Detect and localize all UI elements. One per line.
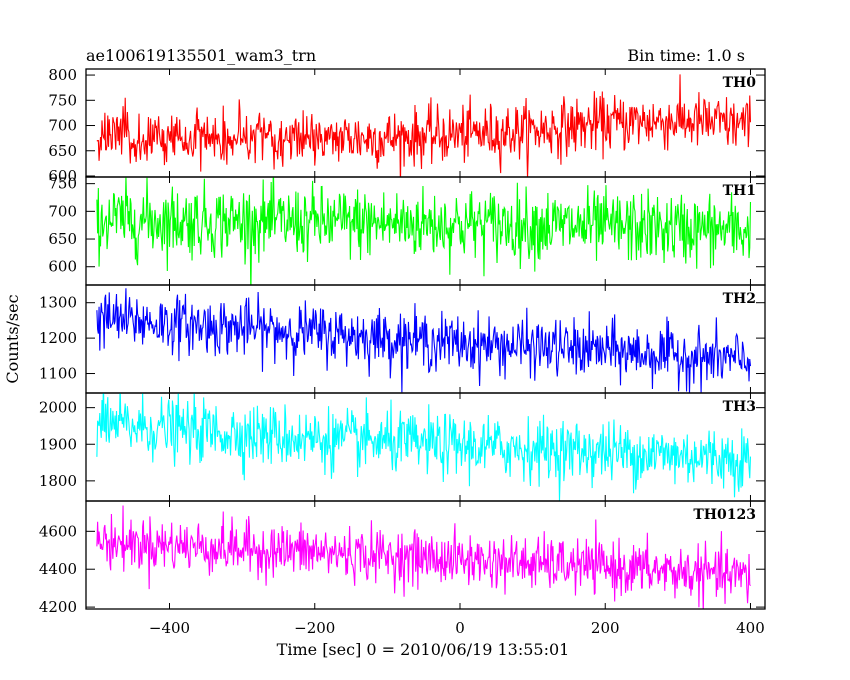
series-line-th1 — [96, 177, 752, 285]
y-tick-label: 4600 — [39, 522, 77, 540]
panel-group: 600 650 700 750 800 TH0 600 650 700 750 TH1 1100 120… — [39, 66, 766, 637]
series-line-th0123 — [96, 505, 751, 609]
y-tick-label: 1300 — [39, 294, 77, 312]
y-tick-label: 1900 — [39, 435, 77, 453]
panel-label: TH0123 — [693, 507, 756, 523]
y-tick-label: 700 — [48, 117, 77, 135]
series-line-th2 — [96, 288, 752, 393]
y-tick-label: 600 — [48, 258, 77, 276]
y-tick-label: 1100 — [39, 365, 77, 383]
panel-label: TH3 — [723, 399, 756, 415]
x-tick-label: −200 — [294, 619, 335, 637]
y-tick-label: 800 — [48, 66, 77, 84]
x-tick-label: −400 — [149, 619, 190, 637]
y-tick-label: 650 — [48, 230, 77, 248]
y-tick-label: 1200 — [39, 329, 77, 347]
series-line-th0 — [96, 74, 752, 177]
panel-label: TH2 — [723, 291, 756, 307]
bin-time-label: Bin time: 1.0 s — [627, 46, 745, 65]
panel-label: TH0 — [723, 75, 757, 91]
y-tick-label: 1800 — [39, 472, 77, 490]
panel-th2: 1100 1200 1300 TH2 — [39, 284, 766, 394]
panel-th0123: 4200 4400 4600 TH0123 — [39, 500, 766, 616]
y-tick-label: 600 — [48, 167, 77, 185]
x-tick-label: 200 — [591, 619, 620, 637]
y-tick-label: 4400 — [39, 560, 77, 578]
x-axis-label: Time [sec] 0 = 2010/06/19 13:55:01 — [277, 640, 570, 659]
y-tick-label: 4200 — [39, 598, 77, 616]
y-tick-label: 750 — [48, 91, 77, 109]
chart-title: ae100619135501_wam3_trn — [86, 46, 316, 65]
y-tick-label: 650 — [48, 142, 77, 160]
panel-th3: 1800 1900 2000 TH3 — [39, 392, 766, 502]
y-tick-label: 700 — [48, 202, 77, 220]
y-axis-label: Counts/sec — [3, 294, 22, 383]
y-tick-label: 2000 — [39, 399, 77, 417]
panel-th1: 600 650 700 750 TH1 — [48, 175, 766, 286]
x-tick-label: 0 — [455, 619, 465, 637]
series-line-th3 — [96, 393, 752, 501]
x-tick-label: 400 — [736, 619, 765, 637]
panel-th0: 600 650 700 750 800 TH0 — [48, 66, 766, 185]
panel-label: TH1 — [723, 183, 756, 199]
panel-frame — [85, 500, 766, 610]
y-tick-label: 750 — [48, 175, 77, 193]
